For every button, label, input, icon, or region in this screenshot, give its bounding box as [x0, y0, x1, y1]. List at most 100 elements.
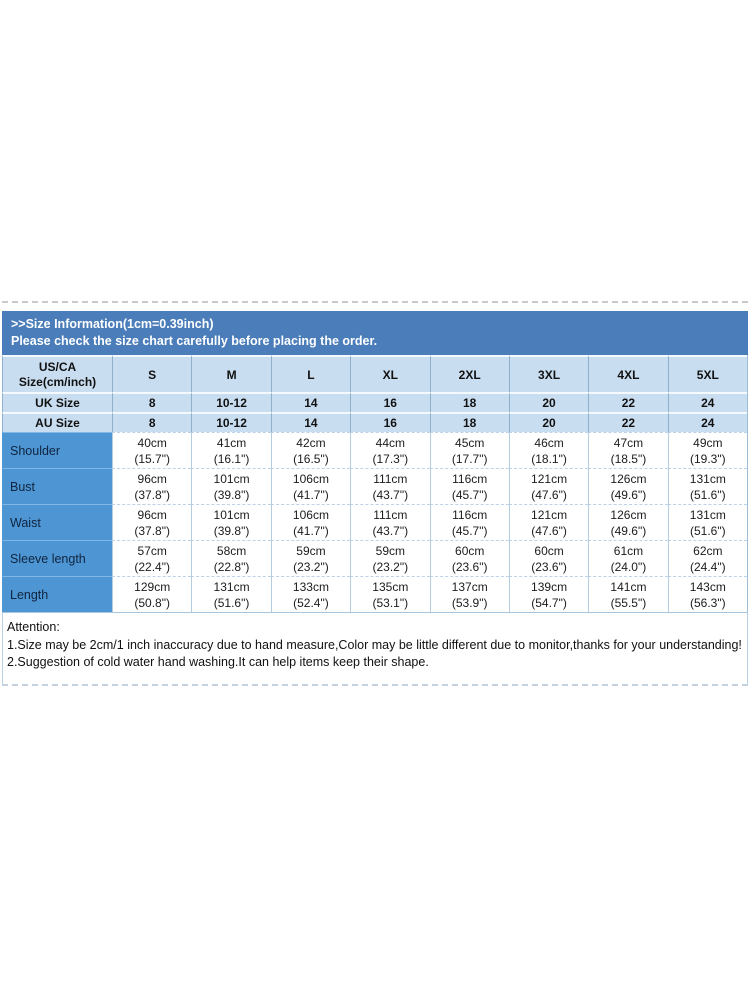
cm-value: 131cm	[689, 471, 726, 486]
measurement-row: Shoulder 40cm (15.7") 41cm (16.1") 42cm (16.5"…	[2, 432, 747, 468]
size-info-title: >>Size Information(1cm=0.39inch)	[11, 317, 214, 331]
measurement-cell: 129cm (50.8")	[112, 576, 192, 612]
region-size-value: 22	[588, 412, 668, 432]
inch-value: (51.6")	[690, 523, 726, 538]
measurement-cell: 111cm (43.7")	[350, 468, 430, 504]
us-ca-size-header: US/CA Size(cm/inch)	[2, 355, 112, 392]
corner-header-line: US/CA	[38, 359, 77, 374]
region-size-value: 20	[508, 412, 589, 432]
cm-value: 101cm	[213, 471, 250, 486]
inch-value: (37.8")	[134, 523, 170, 538]
measurement-cell: 137cm (53.9")	[429, 576, 509, 612]
inch-value: (39.8")	[213, 487, 250, 502]
measurement-cell: 111cm (43.7")	[350, 504, 430, 540]
measurement-cell: 116cm (45.7")	[429, 504, 509, 540]
inch-value: (23.6")	[531, 559, 567, 574]
measurement-cell: 45cm (17.7")	[429, 432, 509, 468]
measurement-cell: 131cm (51.6")	[667, 504, 747, 540]
cm-value: 106cm	[292, 471, 329, 486]
measurement-cell: 133cm (52.4")	[270, 576, 351, 612]
region-size-row: UK Size 8 10-12 14 16 18 20 22 24	[2, 392, 747, 412]
inch-value: (41.7")	[293, 523, 329, 538]
size-col-header: 3XL	[508, 355, 589, 392]
inch-value: (53.9")	[451, 595, 488, 610]
size-header-row: US/CA Size(cm/inch) S M L XL 2XL 3XL 4XL 5XL	[2, 355, 747, 392]
measurement-cell: 60cm (23.6")	[508, 540, 589, 576]
size-info-subtitle: Please check the size chart carefully be…	[11, 334, 378, 348]
measurement-cell: 131cm (51.6")	[191, 576, 271, 612]
measurement-cell: 44cm (17.3")	[350, 432, 430, 468]
cm-value: 47cm	[613, 435, 644, 450]
cm-value: 41cm	[216, 435, 247, 450]
attention-note: Attention: 1.Size may be 2cm/1 inch inac…	[2, 612, 748, 686]
size-col-header: M	[191, 355, 271, 392]
cm-value: 131cm	[689, 507, 726, 522]
size-col-header: 5XL	[667, 355, 747, 392]
measurement-row-label: Shoulder	[2, 432, 112, 468]
cm-value: 129cm	[134, 579, 171, 594]
cm-value: 111cm	[373, 471, 408, 486]
measurement-cell: 60cm (23.6")	[429, 540, 509, 576]
region-size-value: 24	[667, 392, 747, 412]
region-size-value: 8	[112, 412, 192, 432]
cm-value: 61cm	[613, 543, 644, 558]
size-col-header: 2XL	[429, 355, 509, 392]
region-size-value: 20	[508, 392, 589, 412]
cm-value: 121cm	[531, 471, 568, 486]
cm-value: 133cm	[292, 579, 329, 594]
region-size-value: 14	[270, 392, 351, 412]
measurement-cell: 141cm (55.5")	[588, 576, 668, 612]
cm-value: 131cm	[213, 579, 250, 594]
cm-value: 141cm	[610, 579, 647, 594]
measurement-cell: 121cm (47.6")	[508, 504, 589, 540]
attention-line-2: 2.Suggestion of cold water hand washing.…	[7, 655, 429, 669]
region-row-label: UK Size	[2, 392, 112, 412]
region-size-value: 8	[112, 392, 192, 412]
inch-value: (41.7")	[293, 487, 329, 502]
cm-value: 59cm	[375, 543, 405, 558]
inch-value: (54.7")	[531, 595, 567, 610]
measurement-cell: 49cm (19.3")	[667, 432, 747, 468]
size-grid: US/CA Size(cm/inch) S M L XL 2XL 3XL 4XL 5XL UK Si…	[2, 355, 748, 612]
inch-value: (55.5")	[610, 595, 647, 610]
cm-value: 57cm	[137, 543, 167, 558]
cm-value: 42cm	[296, 435, 326, 450]
cm-value: 46cm	[534, 435, 564, 450]
inch-value: (17.3")	[372, 451, 409, 466]
inch-value: (43.7")	[372, 523, 409, 538]
cm-value: 139cm	[531, 579, 568, 594]
measurement-cell: 126cm (49.6")	[588, 468, 668, 504]
cm-value: 137cm	[451, 579, 488, 594]
measurement-cell: 59cm (23.2")	[270, 540, 351, 576]
inch-value: (23.6")	[451, 559, 488, 574]
region-size-value: 10-12	[191, 392, 271, 412]
inch-value: (43.7")	[372, 487, 409, 502]
inch-value: (19.3")	[690, 451, 726, 466]
measurement-cell: 135cm (53.1")	[350, 576, 430, 612]
cm-value: 44cm	[375, 435, 405, 450]
cm-value: 45cm	[455, 435, 485, 450]
measurement-cell: 58cm (22.8")	[191, 540, 271, 576]
corner-header-line: Size(cm/inch)	[18, 374, 97, 389]
inch-value: (22.8")	[213, 559, 250, 574]
region-size-row: AU Size 8 10-12 14 16 18 20 22 24	[2, 412, 747, 432]
cm-value: 101cm	[213, 507, 250, 522]
measurement-row-label: Length	[2, 576, 112, 612]
cm-value: 116cm	[452, 507, 488, 522]
measurement-cell: 143cm (56.3")	[667, 576, 747, 612]
region-size-value: 22	[588, 392, 668, 412]
measurement-row-label: Bust	[2, 468, 112, 504]
cm-value: 111cm	[373, 507, 408, 522]
size-col-header: S	[112, 355, 192, 392]
inch-value: (22.4")	[134, 559, 170, 574]
inch-value: (37.8")	[134, 487, 170, 502]
cm-value: 58cm	[216, 543, 247, 558]
inch-value: (56.3")	[690, 595, 726, 610]
size-col-header: 4XL	[588, 355, 668, 392]
cm-value: 126cm	[610, 471, 647, 486]
inch-value: (47.6")	[531, 487, 567, 502]
inch-value: (23.2")	[293, 559, 329, 574]
measurement-cell: 57cm (22.4")	[112, 540, 192, 576]
measurement-cell: 106cm (41.7")	[270, 504, 351, 540]
measurement-row-label: Sleeve length	[2, 540, 112, 576]
